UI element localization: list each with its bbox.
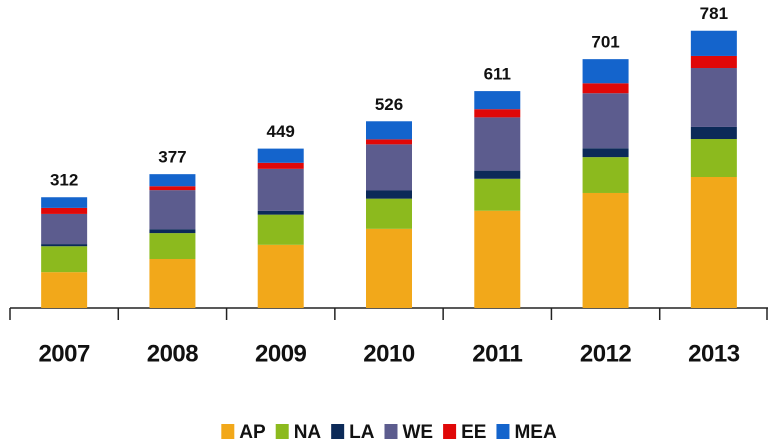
total-label: 526 [375, 95, 403, 114]
legend-label: LA [349, 422, 375, 443]
total-label: 701 [591, 33, 619, 52]
bar-segment [41, 213, 88, 245]
bar-segment [257, 214, 304, 245]
bar-segment [582, 192, 629, 308]
legend-label: EE [461, 422, 486, 443]
bar-segment [366, 198, 412, 229]
legend-swatch [275, 424, 289, 439]
bar-segment [690, 139, 737, 178]
bar-segment [582, 148, 629, 158]
bar-segment [582, 157, 629, 193]
total-label: 312 [50, 171, 78, 190]
bar-segment [257, 162, 304, 169]
x-tick-label: 2012 [580, 340, 632, 367]
bar-segment [690, 68, 737, 127]
bar-segment [474, 91, 521, 110]
x-tick-label: 2010 [363, 340, 415, 367]
bar-segment [474, 109, 521, 118]
total-label: 781 [700, 4, 728, 23]
legend-label: AP [239, 422, 266, 443]
bar-segment [149, 259, 196, 308]
bar-segment [149, 229, 196, 234]
legend-swatch [331, 424, 345, 439]
bar-segment [149, 190, 196, 230]
bar-segment [149, 174, 196, 187]
bar-segment [41, 197, 88, 208]
x-tick-label: 2009 [255, 340, 307, 367]
bar-segment [257, 244, 304, 308]
bar-segment [366, 228, 412, 308]
bar-segment [41, 244, 88, 247]
legend-swatch [443, 424, 457, 439]
x-tick-label: 2008 [147, 340, 199, 367]
x-tick-label: 2013 [688, 340, 740, 367]
total-label: 377 [158, 148, 186, 167]
bar-segment [41, 207, 88, 214]
bar-segment [690, 30, 737, 56]
bar-segment [366, 139, 412, 145]
bar-segment [257, 148, 304, 163]
bar-segment [41, 272, 88, 308]
bar-segment [690, 126, 737, 140]
bar-segment [149, 186, 196, 191]
bar-segment [582, 59, 629, 84]
legend-swatch [221, 424, 235, 439]
bar-segment [257, 210, 304, 215]
bar-segment [366, 190, 412, 199]
bar-segment [474, 178, 521, 211]
legend-swatch [496, 424, 510, 439]
legend-label: NA [294, 422, 322, 443]
bar-segment [41, 246, 88, 273]
bar-segment [474, 170, 521, 179]
bar-segment [582, 93, 629, 149]
bar-segment [257, 168, 304, 211]
bar-segment [690, 177, 737, 308]
bar-segment [474, 117, 521, 171]
x-tick-label: 2007 [38, 340, 90, 367]
bar-segment [582, 83, 629, 94]
bar-segment [366, 121, 412, 140]
legend-swatch [384, 424, 398, 439]
legend-label: MEA [514, 422, 557, 443]
bar-segment [474, 210, 521, 308]
x-tick-label: 2011 [472, 340, 522, 367]
total-label: 611 [484, 65, 511, 84]
bar-segment [690, 55, 737, 69]
bar-segment [366, 144, 412, 191]
legend: AP NA LA WE EE MEA [221, 422, 557, 443]
bar-segment [149, 233, 196, 260]
legend-label: WE [402, 422, 433, 443]
total-label: 449 [267, 122, 295, 141]
